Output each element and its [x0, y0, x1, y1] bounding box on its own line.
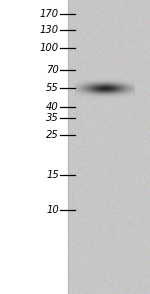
Text: 130: 130	[40, 25, 59, 35]
Text: 25: 25	[46, 130, 59, 140]
Bar	[0, 0, 68, 294]
Text: 70: 70	[46, 65, 59, 75]
Text: 15: 15	[46, 170, 59, 180]
Text: 35: 35	[46, 113, 59, 123]
Text: 40: 40	[46, 102, 59, 112]
Text: 55: 55	[46, 83, 59, 93]
Text: 100: 100	[40, 43, 59, 53]
Text: 10: 10	[46, 205, 59, 215]
Text: 170: 170	[40, 9, 59, 19]
Bar	[68, 0, 150, 294]
